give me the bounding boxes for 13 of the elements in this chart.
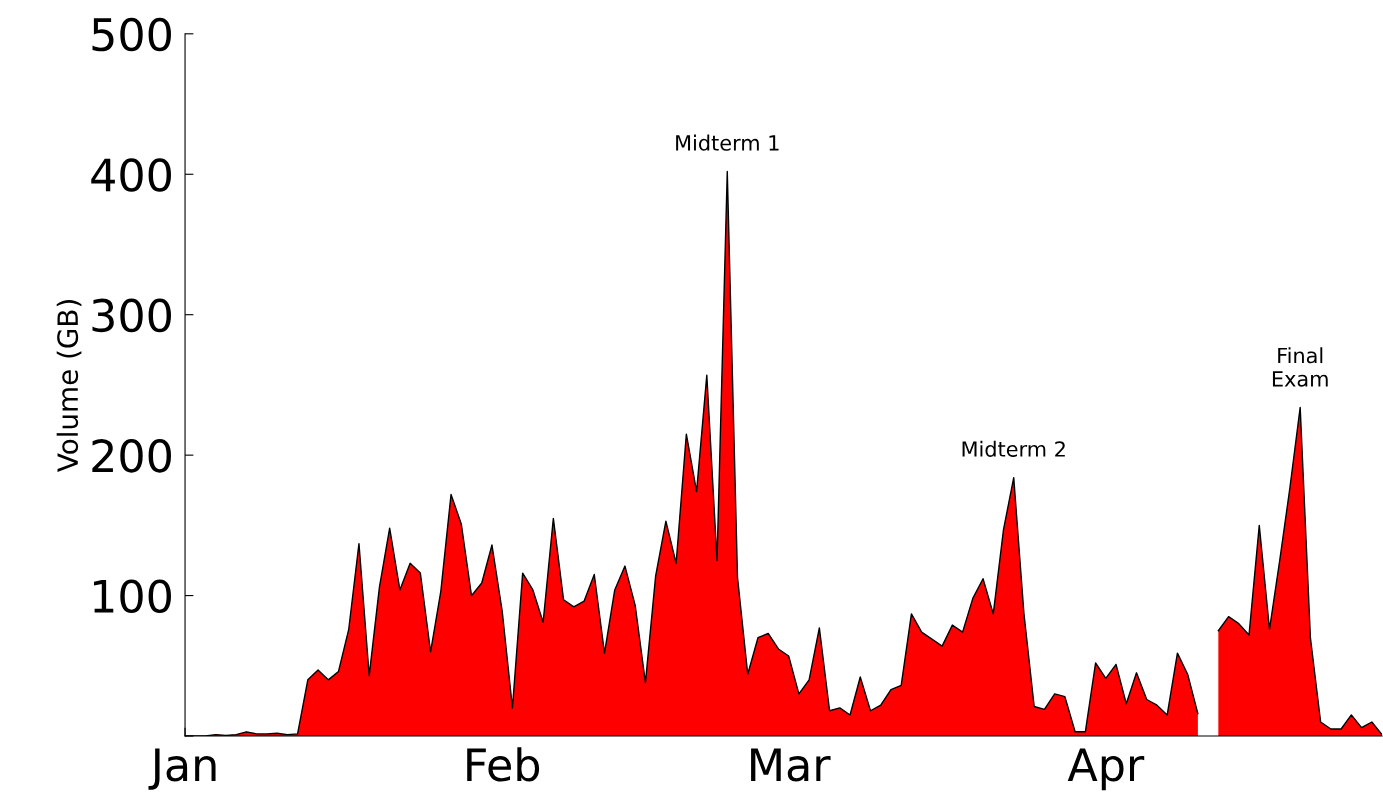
y-tick-label: 300 xyxy=(92,298,171,333)
y-tick-label: 500 xyxy=(92,17,171,52)
annotation: Midterm 1 xyxy=(676,134,779,151)
y-tick-label: 400 xyxy=(91,158,171,192)
x-tick-label: Apr xyxy=(1067,748,1145,791)
x-tick-label: Jan xyxy=(148,748,216,790)
y-axis-title: Volume (GB) xyxy=(56,300,82,472)
y-tick-label: 100 xyxy=(93,579,171,614)
x-tick-label: Mar xyxy=(751,748,831,782)
x-tick-label: Feb xyxy=(467,747,540,782)
y-tick-label: 200 xyxy=(92,439,171,473)
annotation: Final Exam xyxy=(1272,347,1328,387)
annotation: Midterm 2 xyxy=(962,440,1065,457)
